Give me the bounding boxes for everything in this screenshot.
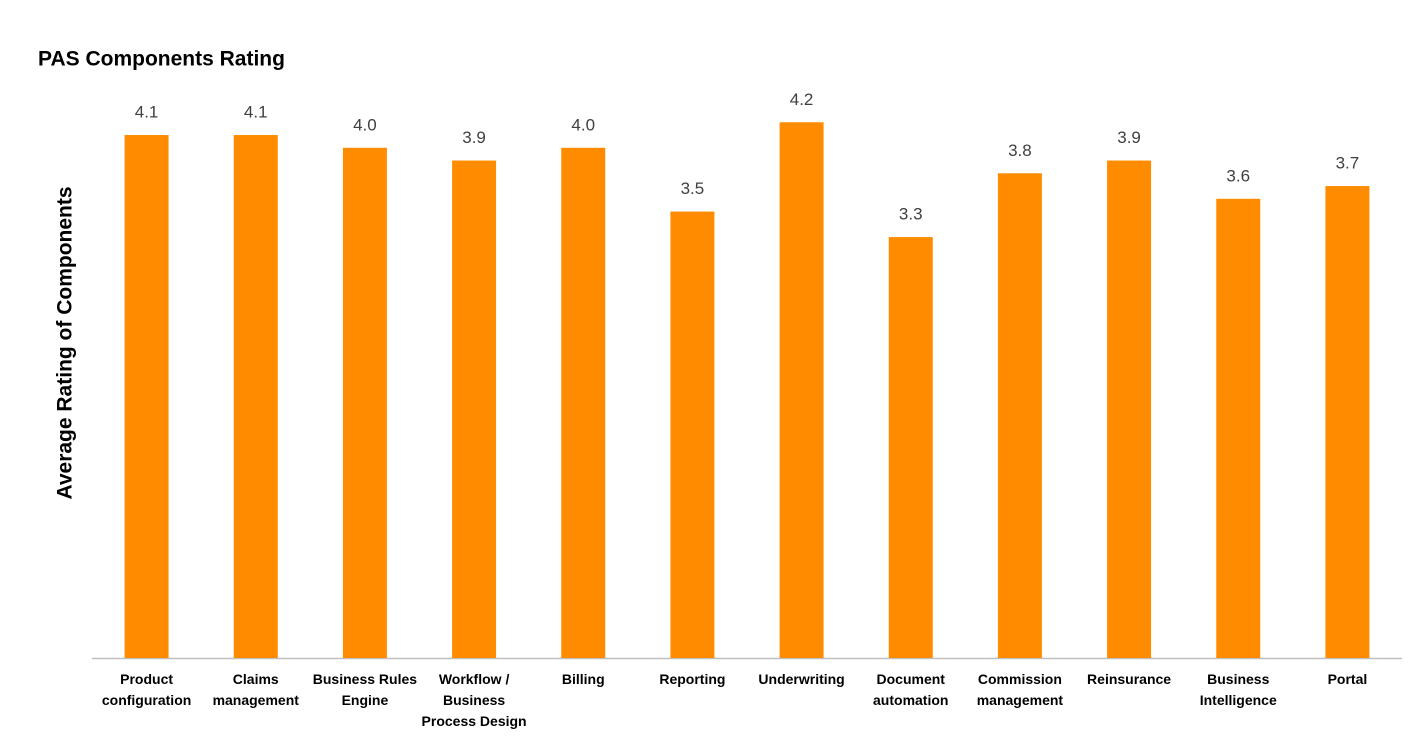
x-tick-label: Document automation (873, 671, 949, 708)
bar (1216, 198, 1261, 659)
x-tick-label: Business Rules Engine (312, 671, 418, 708)
bar (561, 147, 606, 658)
bar (452, 160, 497, 659)
x-tick-label: Claims management (212, 671, 299, 708)
data-label: 4.0 (353, 115, 377, 134)
x-tick-label: Business Intelligence (1199, 671, 1277, 708)
bar (233, 135, 278, 658)
x-tick-label: Workflow / Business Process Design (421, 671, 527, 729)
data-label: 3.5 (681, 179, 705, 198)
data-label: 3.6 (1226, 166, 1250, 185)
x-tick-label: Commission management (976, 671, 1064, 708)
data-label: 3.3 (899, 205, 923, 224)
y-axis-label: Average Rating of Components (54, 186, 77, 499)
data-label: 4.2 (790, 90, 814, 109)
data-label: 4.1 (135, 103, 159, 122)
data-label: 3.9 (1117, 128, 1141, 147)
data-label: 4.0 (571, 115, 595, 134)
bar (779, 122, 824, 659)
x-tick-label: Billing (561, 671, 605, 687)
data-label: 4.1 (244, 103, 268, 122)
chart-title: PAS Components Rating (38, 48, 285, 71)
bar (1107, 160, 1152, 659)
bar (124, 135, 169, 658)
x-tick-label: Underwriting (758, 671, 845, 687)
data-label: 3.9 (462, 128, 486, 147)
x-tick-label: Portal (1327, 671, 1368, 687)
x-tick-label: Reporting (659, 671, 726, 687)
data-label: 3.7 (1336, 154, 1360, 173)
bar (342, 147, 387, 658)
data-label: 3.8 (1008, 141, 1032, 160)
bar (670, 211, 715, 659)
bar (888, 237, 933, 659)
bar (1325, 186, 1370, 659)
x-tick-label: Reinsurance (1087, 671, 1172, 687)
bar (997, 173, 1042, 659)
x-tick-label: Product configuration (101, 671, 192, 708)
